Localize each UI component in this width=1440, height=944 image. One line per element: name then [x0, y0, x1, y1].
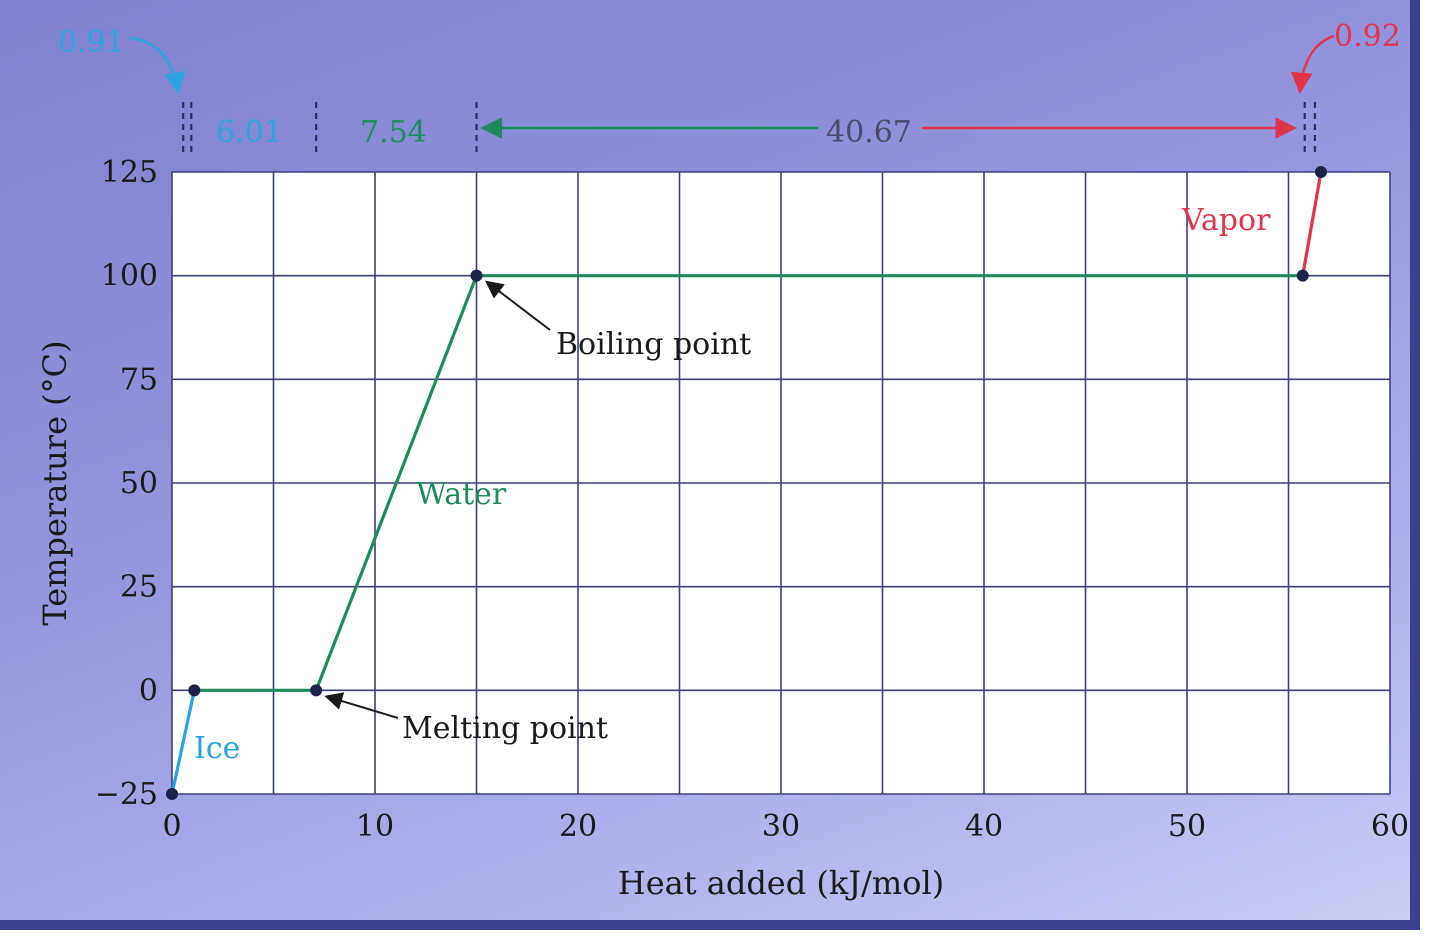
series-label-vapor: Vapor: [1181, 203, 1271, 238]
y-tick-label: −25: [95, 777, 158, 812]
x-tick-label: 0: [162, 809, 181, 844]
data-points: [166, 166, 1327, 800]
y-tick-label: 25: [120, 570, 158, 605]
melting-point-label: Melting point: [402, 711, 608, 746]
series-line-4: [1301, 171, 1323, 276]
interval-label-water-heating: 7.54: [360, 115, 427, 150]
interval-label-ice-heating: 0.91: [58, 25, 125, 60]
boiling-point-label: Boiling point: [556, 327, 751, 362]
data-point: [310, 684, 323, 697]
boiling-arrow-line: [485, 280, 551, 331]
x-tick-label: 50: [1168, 809, 1206, 844]
x-tick-label: 20: [559, 809, 597, 844]
y-tick-label: 100: [101, 259, 158, 294]
data-point: [470, 269, 483, 282]
interval-label-vapor-heating: 0.92: [1334, 19, 1401, 54]
data-point: [1314, 166, 1327, 178]
interval-label-boiling: 40.67: [826, 115, 912, 150]
data-point: [188, 684, 201, 697]
melting-arrow-line: [324, 692, 399, 719]
vapor-interval-arrow: [1290, 34, 1335, 95]
series-label-ice: Ice: [194, 731, 240, 766]
y-tick-label: 75: [120, 362, 158, 397]
series-lines: [170, 171, 1323, 795]
y-tick-labels: 125 100 75 50 25 0 −25: [95, 155, 158, 812]
y-axis-label: Temperature (°C): [36, 340, 74, 625]
boiling-point-arrow: [485, 280, 551, 331]
y-tick-label: 50: [120, 466, 158, 501]
x-tick-label: 30: [762, 809, 800, 844]
x-tick-label: 40: [965, 809, 1003, 844]
melting-point-arrow: [324, 692, 399, 719]
series-line-0: [170, 689, 196, 795]
y-tick-label: 125: [101, 155, 158, 190]
data-point: [166, 788, 178, 800]
x-tick-labels: 0 10 20 30 40 50 60: [162, 809, 1409, 844]
y-tick-label: 0: [139, 673, 158, 708]
interval-markers: [129, 34, 1335, 156]
ice-interval-arrow: [129, 36, 186, 95]
x-tick-label: 60: [1371, 809, 1409, 844]
interval-label-melting: 6.01: [216, 115, 283, 150]
series-label-water: Water: [416, 477, 507, 512]
x-axis-label: Heat added (kJ/mol): [618, 864, 944, 902]
series-line-2: [314, 275, 478, 691]
data-point: [1296, 269, 1309, 282]
x-tick-label: 10: [356, 809, 394, 844]
